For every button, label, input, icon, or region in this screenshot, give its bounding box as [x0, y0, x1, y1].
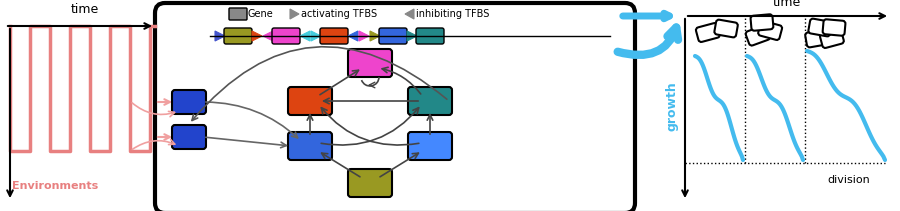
Polygon shape [263, 31, 273, 41]
Polygon shape [290, 9, 299, 19]
Polygon shape [215, 31, 225, 41]
FancyBboxPatch shape [224, 28, 252, 44]
Polygon shape [405, 9, 414, 19]
FancyBboxPatch shape [172, 90, 206, 114]
FancyBboxPatch shape [808, 19, 832, 36]
Text: time: time [71, 3, 99, 16]
Text: time: time [773, 0, 801, 9]
Polygon shape [407, 31, 417, 41]
Text: inhibiting TFBS: inhibiting TFBS [416, 9, 490, 19]
FancyBboxPatch shape [155, 3, 635, 211]
FancyArrowPatch shape [617, 27, 678, 55]
FancyBboxPatch shape [348, 49, 392, 77]
FancyBboxPatch shape [172, 125, 206, 149]
FancyBboxPatch shape [746, 26, 770, 46]
FancyBboxPatch shape [379, 28, 407, 44]
FancyBboxPatch shape [696, 23, 720, 42]
FancyBboxPatch shape [408, 132, 452, 160]
Text: activating TFBS: activating TFBS [301, 9, 377, 19]
Polygon shape [370, 31, 380, 41]
FancyBboxPatch shape [758, 21, 782, 40]
FancyBboxPatch shape [823, 19, 845, 36]
Polygon shape [359, 31, 369, 41]
FancyBboxPatch shape [288, 132, 332, 160]
Polygon shape [311, 31, 321, 41]
Polygon shape [252, 31, 262, 41]
FancyBboxPatch shape [348, 169, 392, 197]
FancyBboxPatch shape [408, 87, 452, 115]
FancyBboxPatch shape [806, 30, 829, 47]
FancyBboxPatch shape [751, 14, 773, 31]
Text: Gene: Gene [248, 9, 274, 19]
FancyBboxPatch shape [416, 28, 444, 44]
Polygon shape [348, 31, 358, 41]
Text: growth: growth [665, 81, 679, 131]
FancyBboxPatch shape [320, 28, 348, 44]
Text: Environments: Environments [12, 181, 98, 191]
Text: division: division [827, 175, 870, 185]
Polygon shape [300, 31, 310, 41]
FancyBboxPatch shape [715, 20, 738, 37]
FancyBboxPatch shape [272, 28, 300, 44]
FancyBboxPatch shape [288, 87, 332, 115]
FancyBboxPatch shape [229, 8, 247, 20]
FancyBboxPatch shape [820, 29, 844, 48]
